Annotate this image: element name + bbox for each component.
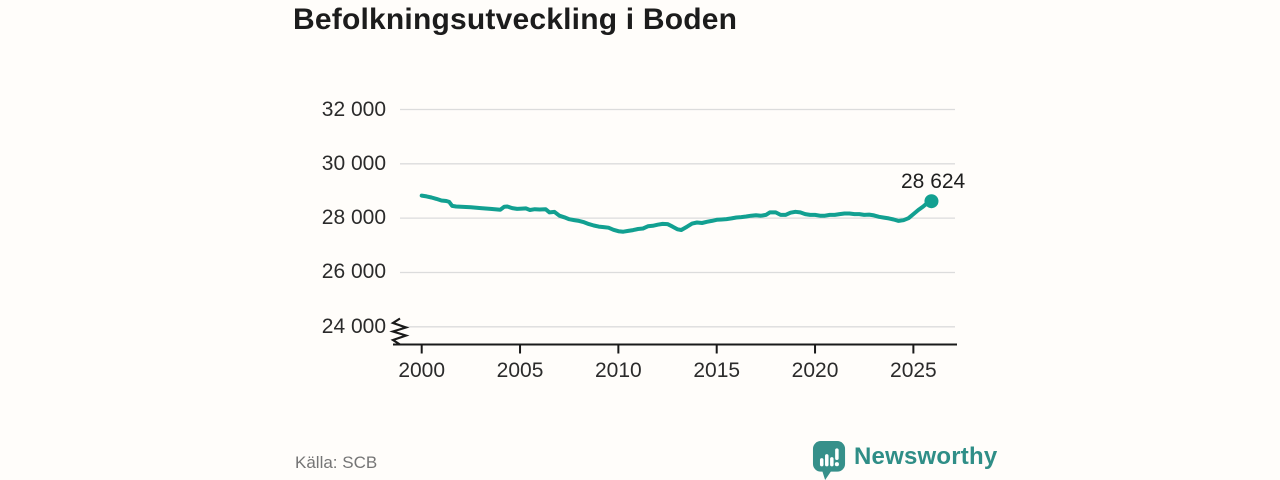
x-tick-label: 2015 [693, 359, 741, 382]
newsworthy-bubble-chart-icon [812, 440, 847, 480]
source-label: Källa: SCB [295, 453, 378, 472]
population-series-line [419, 193, 934, 234]
latest-value-label: 28 624 [901, 170, 966, 193]
x-tick-label: 2005 [496, 359, 544, 382]
newsworthy-logo-text: Newsworthy [854, 443, 998, 470]
newsworthy-logo: Newsworthy [812, 440, 997, 480]
axis-break-icon [389, 317, 410, 346]
y-tick-label: 30 000 [321, 151, 386, 175]
y-tick-label: 26 000 [321, 260, 386, 284]
y-tick-label: 24 000 [321, 314, 386, 338]
latest-value-marker [924, 194, 939, 209]
x-tick-label: 2020 [791, 359, 839, 382]
y-tick-label: 32 000 [321, 97, 386, 121]
x-tick-label: 2000 [398, 359, 446, 382]
x-tick-label: 2010 [595, 359, 642, 382]
chart-title: Befolkningsutveckling i Boden [293, 3, 738, 36]
y-tick-label: 28 000 [321, 206, 386, 230]
x-tick-label: 2025 [890, 359, 937, 382]
